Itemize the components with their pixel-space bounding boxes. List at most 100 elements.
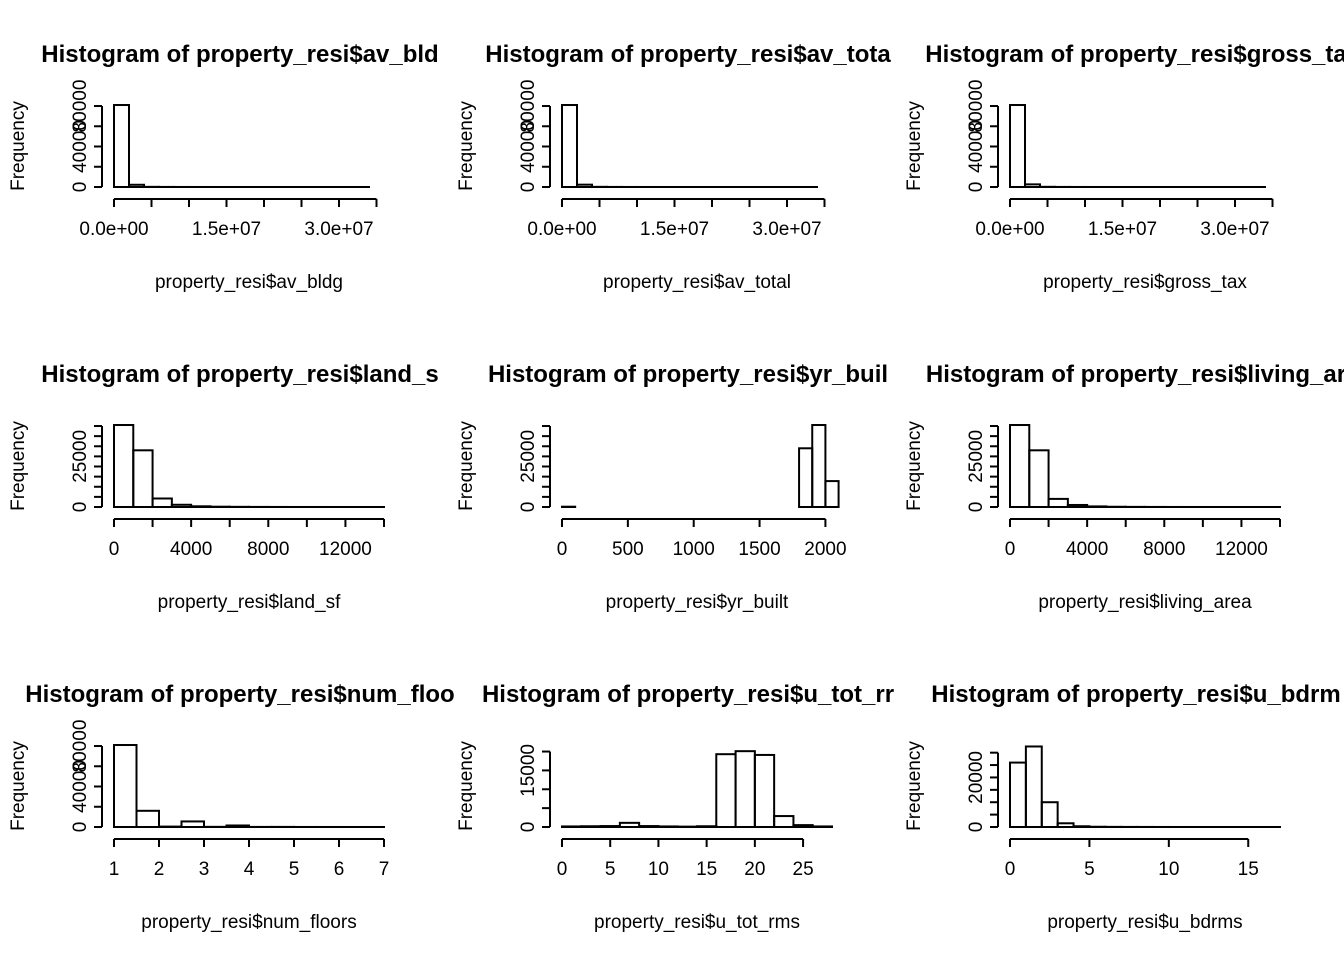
histogram-bar — [734, 750, 756, 828]
histogram-bar — [792, 824, 814, 829]
x-tick-label: 5 — [289, 859, 300, 880]
histogram-bar — [1009, 104, 1026, 188]
x-tick-label: 500 — [612, 539, 644, 560]
x-tick-label: 0 — [557, 539, 568, 560]
y-axis-label: Frequency — [904, 421, 925, 511]
y-axis-label: Frequency — [456, 101, 477, 191]
histogram-panel: Histogram of property_resi$gross_ta 0.0e+… — [904, 41, 1344, 293]
bars — [113, 744, 385, 829]
histogram-bar — [132, 449, 154, 509]
y-tick-label: 80000 — [966, 80, 987, 133]
y-tick-label: 80000 — [70, 80, 91, 133]
y-tick-label: 0 — [70, 502, 91, 513]
histogram-panel: Histogram of property_resi$av_tota 0.0e+0… — [456, 41, 891, 293]
x-axis: 0 500 1000 1500 2000 — [557, 518, 847, 560]
x-tick-label: 0 — [1005, 539, 1016, 560]
bars — [561, 750, 834, 829]
chart-title: Histogram of property_resi$num_floo — [25, 681, 454, 708]
bars — [1009, 104, 1266, 189]
histogram-bar — [113, 744, 138, 829]
histogram-bar — [151, 497, 173, 508]
histogram-bar — [128, 183, 145, 189]
x-tick-label: 15 — [1238, 859, 1259, 880]
y-tick-label: 0 — [966, 182, 987, 193]
x-axis-label: property_resi$av_bldg — [155, 272, 343, 293]
y-tick-label: 40000 — [966, 120, 987, 173]
x-tick-label: 4000 — [170, 539, 212, 560]
y-tick-label: 0 — [518, 182, 539, 193]
y-tick-label: 25000 — [518, 430, 539, 483]
histogram-panel: Histogram of property_resi$yr_buil 0 500 10… — [456, 361, 888, 613]
histogram-bar — [798, 447, 814, 509]
x-tick-label: 0.0e+00 — [79, 219, 148, 240]
x-tick-label: 1000 — [673, 539, 715, 560]
y-tick-label: 15000 — [518, 744, 539, 797]
chart-title: Histogram of property_resi$yr_buil — [488, 361, 888, 388]
x-axis: 0 5 10 15 20 25 — [557, 838, 814, 880]
y-tick-label: 25000 — [70, 430, 91, 483]
y-axis: 0 15000 — [518, 744, 551, 832]
bars — [1009, 424, 1281, 509]
bars — [561, 424, 840, 509]
x-axis-label: property_resi$land_sf — [158, 592, 341, 613]
y-axis: 0 25000 — [518, 425, 551, 513]
y-axis-label: Frequency — [904, 101, 925, 191]
histogram-bar — [1072, 825, 1091, 828]
chart-title: Histogram of property_resi$gross_ta — [925, 41, 1344, 68]
y-tick-label: 0 — [966, 502, 987, 513]
histogram-bar — [180, 820, 205, 828]
x-tick-label: 1.5e+07 — [640, 219, 709, 240]
x-tick-label: 3.0e+07 — [752, 219, 821, 240]
x-tick-label: 25 — [793, 859, 814, 880]
histogram-bar — [1040, 801, 1059, 828]
histogram-panel: Histogram of property_resi$living_ar 0 400… — [904, 361, 1344, 613]
y-tick-label: 40000 — [518, 120, 539, 173]
chart-title: Histogram of property_resi$u_tot_rr — [482, 681, 894, 708]
chart-title: Histogram of property_resi$living_ar — [926, 361, 1344, 388]
x-tick-label: 3 — [199, 859, 210, 880]
histogram-bar — [1086, 505, 1108, 508]
y-tick-label: 0 — [518, 502, 539, 513]
x-tick-label: 0 — [109, 539, 120, 560]
histogram-bar — [1047, 497, 1069, 508]
histogram-bar — [1028, 449, 1050, 509]
x-tick-label: 10 — [1158, 859, 1179, 880]
x-tick-label: 7 — [379, 859, 390, 880]
histogram-bar — [696, 825, 718, 829]
y-tick-label: 40000 — [70, 760, 91, 813]
x-tick-label: 12000 — [319, 539, 372, 560]
histogram-bar — [618, 821, 641, 828]
histogram-bar — [1009, 761, 1027, 828]
y-axis-label: Frequency — [8, 421, 29, 511]
x-tick-label: 20 — [744, 859, 765, 880]
x-axis: 0 5 10 15 — [1005, 838, 1259, 880]
y-tick-label: 0 — [966, 822, 987, 833]
x-tick-label: 4000 — [1066, 539, 1108, 560]
x-tick-label: 5 — [1084, 859, 1095, 880]
x-tick-label: 1.5e+07 — [192, 219, 261, 240]
x-axis-label: property_resi$u_bdrms — [1047, 912, 1242, 933]
x-tick-label: 0.0e+00 — [975, 219, 1044, 240]
y-axis: 0 20000 — [966, 751, 999, 833]
histogram-bar — [1024, 183, 1041, 188]
histogram-bar — [561, 825, 583, 828]
y-axis: 0 25000 — [70, 425, 103, 513]
x-axis-label: property_resi$living_area — [1038, 592, 1252, 613]
histogram-panel: Histogram of property_resi$land_s 0 4000 80… — [8, 361, 439, 613]
histogram-bar — [1056, 822, 1075, 828]
y-axis-label: Frequency — [8, 101, 29, 191]
histogram-panel: Histogram of property_resi$av_bld 0.0e+00… — [8, 41, 439, 293]
x-axis: 0 4000 8000 12000 — [1005, 518, 1281, 560]
x-tick-label: 1500 — [738, 539, 780, 560]
histogram-bar — [190, 505, 212, 509]
y-axis-label: Frequency — [456, 421, 477, 511]
histogram-bar — [576, 183, 593, 188]
histogram-bar — [773, 815, 795, 828]
histogram-bar — [753, 753, 776, 829]
histogram-bar — [657, 825, 679, 828]
